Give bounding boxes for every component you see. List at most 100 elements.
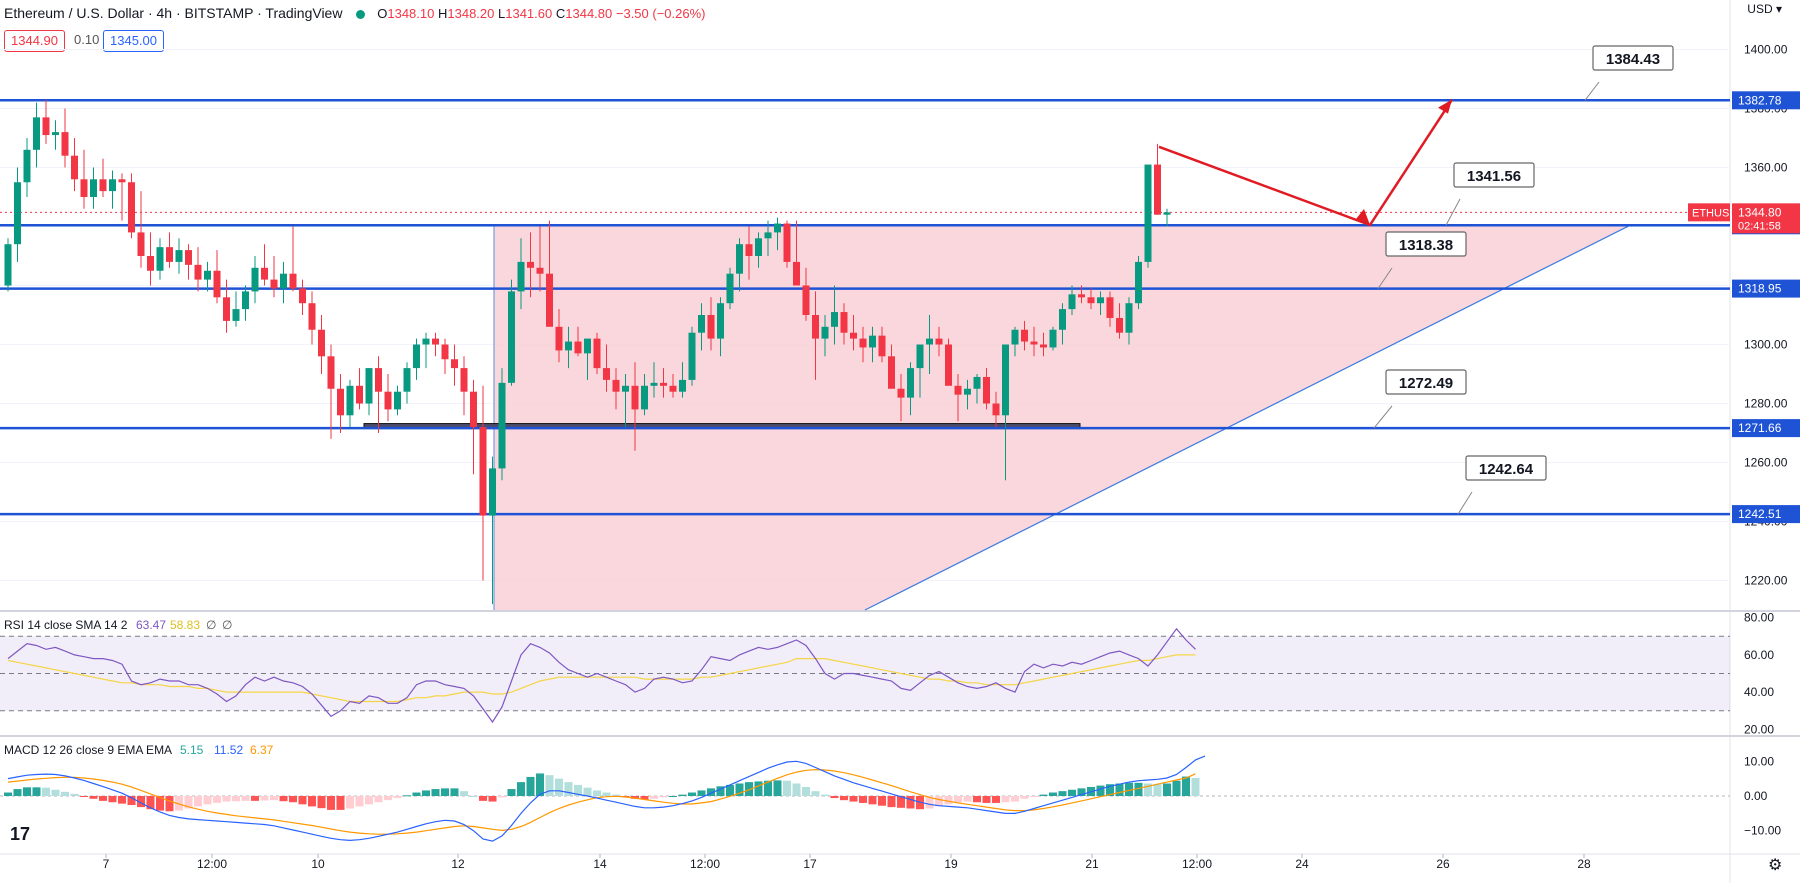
candle-body [261,267,268,280]
candle-body [1125,303,1133,333]
candle-body [204,270,211,280]
macd-histogram-bar [118,796,126,804]
chart-header: Ethereum / U.S. Dollar · 4h · BITSTAMP ·… [4,5,706,21]
rsi-sma-line [7,654,1196,703]
candle-body [318,329,325,357]
candle-body [764,232,772,239]
candle [194,247,202,292]
candle [536,226,544,292]
macd-histogram-bar [89,796,98,799]
macd-histogram-bar [1039,794,1048,796]
candle-body [232,309,240,321]
callout-box [1592,45,1674,71]
candle-body [907,368,914,398]
level-price-label: 1382.78 [1738,93,1782,107]
candle-body [270,279,278,289]
candle-body [1087,297,1095,304]
candle-body [99,179,107,192]
candle-body [299,288,306,304]
rsi-line [7,627,1196,724]
candle [1021,320,1028,351]
macd-histogram-bar [574,784,582,796]
level-price-tag [1732,91,1800,110]
candle-body [698,315,705,333]
rsi-tick-label: 80.00 [1744,611,1774,625]
buy-price-box[interactable]: 1345.00 [103,30,164,52]
candle-body [128,182,135,233]
candle [346,379,354,428]
low-value: 1341.60 [505,6,553,21]
macd-histogram-bar [1163,783,1171,796]
candle-body [118,179,126,183]
candle-body [1078,294,1085,298]
candle-body [251,267,259,292]
tradingview-logo: 17 [8,822,38,846]
callout-box [1465,455,1547,481]
candle [1144,164,1152,268]
candle [327,344,335,439]
candle [318,315,325,374]
candle [147,232,154,286]
macd-histogram-bar [498,796,506,798]
callout-box [1453,162,1535,188]
candle-body [403,368,411,392]
candle-body [52,132,59,136]
candle-body [688,332,696,380]
time-tick-label: 26 [1436,857,1450,871]
candle [517,238,525,310]
macd-histogram-bar [555,778,563,796]
macd-histogram-bar [811,791,820,796]
y-tick-label: 1300.00 [1744,338,1788,352]
symbol-title[interactable]: Ethereum / U.S. Dollar · 4h · BITSTAMP ·… [4,5,343,21]
macd-histogram-bar [241,796,250,801]
candle-body [308,303,316,330]
macd-histogram-bar [745,782,753,796]
macd-histogram-bar [4,792,12,796]
arrowhead-up-icon [1438,99,1452,114]
candle [1116,303,1123,339]
candle-body [4,244,12,286]
callout-label: 1242.64 [1479,461,1534,478]
countdown-label: 02:41:58 [1738,220,1781,232]
macd-histogram-bar [1172,780,1181,796]
candle [1106,291,1114,327]
candle [650,362,658,398]
candle-body [1011,329,1019,345]
macd-line [7,755,1206,842]
sell-price-box[interactable]: 1344.90 [4,30,65,52]
macd-tick-label: 0.00 [1744,789,1768,803]
macd-histogram-bar [374,796,383,803]
candle-body [650,382,658,386]
arrowhead-down-icon [1356,209,1370,226]
level-price-label: 1271.66 [1738,421,1782,435]
candle-body [356,385,363,404]
candle-body [527,261,534,268]
currency-selector[interactable]: USD ▾ [1747,2,1782,16]
candle [99,158,107,197]
candle [118,173,126,221]
candle [42,99,50,144]
projection-arrow [1158,98,1454,227]
candle [992,391,1000,428]
time-tick-label: 17 [803,857,817,871]
macd-histogram-bar [621,796,630,797]
macd-histogram-bar [716,786,725,796]
macd-histogram-bar [61,791,69,796]
y-tick-label: 1340.00 [1744,220,1788,234]
y-tick-label: 1220.00 [1744,574,1788,588]
candle-body [783,223,791,262]
macd-histogram-bar [450,788,459,796]
macd-legend-title: MACD 12 26 close 9 EMA EMA [4,743,172,757]
macd-histogram-bar [764,780,772,796]
macd-histogram-bar [1058,791,1067,796]
macd-histogram-bar [469,796,478,797]
candle-body [61,132,69,156]
macd-histogram-bar [1001,796,1010,803]
macd-histogram-bar [754,781,763,796]
change-value: −3.50 (−0.26%) [615,6,706,21]
candle [1059,303,1066,345]
candle-body [223,297,230,321]
candle-body [850,332,857,339]
last-price-label: 1344.80 [1738,205,1782,219]
candle [869,326,876,363]
